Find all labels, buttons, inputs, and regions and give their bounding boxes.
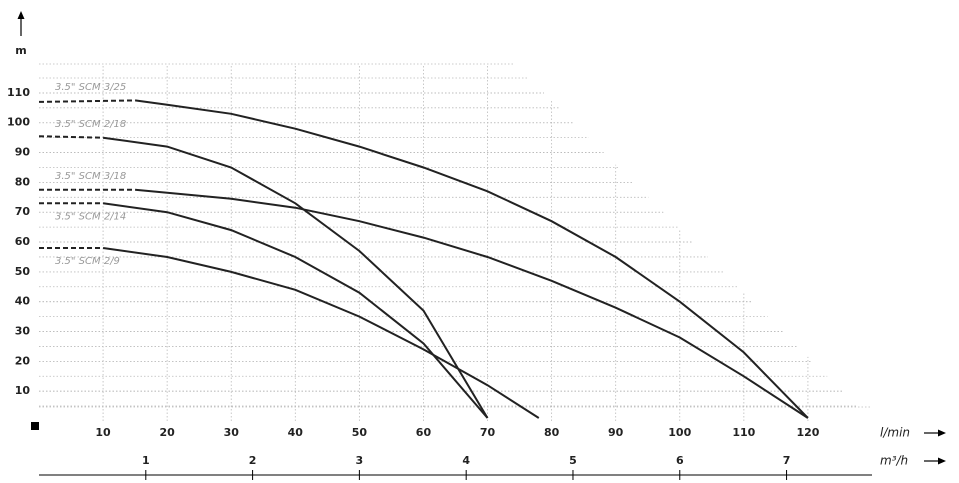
y-tick-label: 40	[15, 295, 31, 308]
x2-tick-label: 2	[249, 454, 257, 467]
y-tick-label: 20	[15, 354, 31, 367]
y-axis-label: m	[15, 44, 26, 57]
x-tick-label: 100	[668, 426, 691, 439]
series-label: 3.5" SCM 2/14	[55, 211, 126, 222]
x2-tick-label: 1	[142, 454, 150, 467]
y-tick-label: 90	[15, 146, 31, 159]
y-tick-label: 60	[15, 235, 31, 248]
x-tick-label: 20	[159, 426, 175, 439]
curve	[134, 99, 809, 419]
x2-tick-label: 3	[356, 454, 364, 467]
y-tick-label: 110	[7, 86, 30, 99]
x-tick-label: 50	[352, 426, 368, 439]
x2-tick-label: 7	[783, 454, 791, 467]
x-tick-label: 30	[224, 426, 240, 439]
curve-dashed	[38, 99, 136, 103]
y-tick-label: 50	[15, 265, 31, 278]
x-arrow-head	[938, 429, 946, 437]
x2-tick-label: 5	[569, 454, 577, 467]
x2-axis-label: m³/h	[880, 454, 908, 468]
curve-dashed	[38, 135, 104, 139]
x-axis-label: l/min	[880, 426, 910, 440]
curve	[102, 202, 489, 419]
series-label: 3.5" SCM 2/9	[55, 256, 120, 267]
series-label: 3.5" SCM 3/18	[55, 171, 126, 182]
x-tick-label: 10	[95, 426, 111, 439]
x-tick-label: 60	[416, 426, 432, 439]
x2-tick-label: 6	[676, 454, 684, 467]
x-tick-label: 70	[480, 426, 496, 439]
curve	[102, 136, 489, 419]
y-tick-label: 70	[15, 205, 31, 218]
x-tick-label: 40	[288, 426, 304, 439]
x2-arrow-head	[938, 457, 946, 465]
x-tick-label: 120	[796, 426, 819, 439]
origin-marker	[31, 422, 39, 430]
series-label: 3.5" SCM 2/18	[55, 119, 126, 130]
curve	[135, 188, 809, 419]
y-tick-label: 10	[15, 384, 31, 397]
x-tick-label: 110	[732, 426, 755, 439]
y-arrow-head	[17, 11, 25, 19]
x2-tick-label: 4	[462, 454, 470, 467]
x-tick-label: 80	[544, 426, 560, 439]
x-tick-label: 90	[608, 426, 624, 439]
y-tick-label: 100	[7, 116, 30, 129]
y-tick-label: 80	[15, 175, 31, 188]
y-tick-label: 30	[15, 325, 31, 338]
series-label: 3.5" SCM 3/25	[55, 82, 126, 93]
curve	[102, 247, 540, 419]
